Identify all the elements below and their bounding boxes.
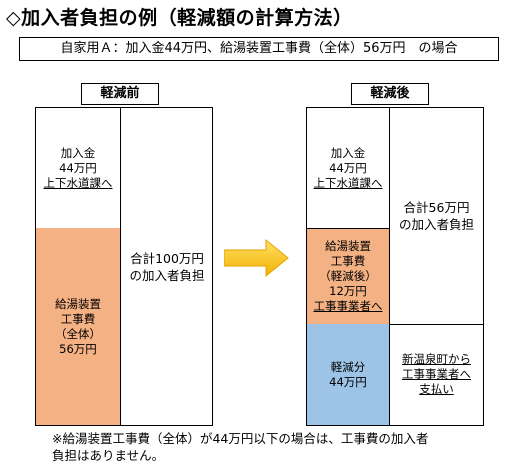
after-reduction-amount: 44万円 xyxy=(329,374,367,389)
after-equipment-cell: 給湯装置 工事費 （軽減後） 12万円 工事事業者へ xyxy=(307,228,390,325)
before-fee-cell: 加入金 44万円 上下水道課へ xyxy=(36,108,121,229)
before-total-amount: 合計100万円 xyxy=(130,250,204,266)
after-total-caption: の加入者負担 xyxy=(398,217,474,232)
before-equipment-line-2: 工事費 xyxy=(60,311,96,326)
after-equipment-line-1: 給湯装置 xyxy=(325,239,371,253)
page-title: ◇加入者負担の例（軽減額の計算方法） xyxy=(6,7,353,29)
after-equipment-destination: 工事事業者へ xyxy=(313,299,383,313)
after-fee-amount: 44万円 xyxy=(329,160,367,175)
before-label: 軽減前 xyxy=(81,83,159,105)
after-reduction-cell: 軽減分 44万円 xyxy=(307,324,390,425)
before-fee-destination: 上下水道課へ xyxy=(43,175,113,190)
after-equipment-line-2: 工事費 xyxy=(330,254,366,268)
before-equipment-line-4: 56万円 xyxy=(59,341,97,356)
footnote-line-2: 負担はありません。 xyxy=(52,448,165,463)
before-diagram: 加入金 44万円 上下水道課へ 給湯装置 工事費 （全体） 56万円 合計100… xyxy=(35,107,213,426)
before-total-cell: 合計100万円 の加入者負担 xyxy=(121,108,213,425)
after-fee-cell: 加入金 44万円 上下水道課へ xyxy=(307,108,390,229)
after-total-amount: 合計56万円 xyxy=(403,200,470,215)
after-payment-line-2: 工事事業者へ xyxy=(402,367,471,381)
after-reduction-label: 軽減分 xyxy=(330,359,366,374)
before-total-caption: の加入者負担 xyxy=(129,267,205,283)
footnote: ※給湯装置工事費（全体）が44万円以下の場合は、工事費の加入者 負担はありません… xyxy=(52,430,507,464)
before-equipment-cell: 給湯装置 工事費 （全体） 56万円 xyxy=(36,228,121,425)
after-equipment-line-4: 12万円 xyxy=(329,284,367,298)
after-fee-destination: 上下水道課へ xyxy=(313,175,383,190)
after-equipment-line-3: （軽減後） xyxy=(319,269,377,283)
arrow-right-icon xyxy=(224,238,289,278)
before-equipment-line-3: （全体） xyxy=(55,326,101,341)
case-description: 自家用Ａ：加入金44万円、給湯装置工事費（全体）56万円 の場合 xyxy=(19,37,499,61)
after-payment-line-3: 支払い xyxy=(419,382,454,396)
footnote-line-1: ※給湯装置工事費（全体）が44万円以下の場合は、工事費の加入者 xyxy=(52,431,429,446)
after-diagram: 加入金 44万円 上下水道課へ 給湯装置 工事費 （軽減後） 12万円 工事事業… xyxy=(306,107,484,426)
after-payment-cell: 新温泉町から 工事事業者へ 支払い xyxy=(389,324,484,425)
after-label: 軽減後 xyxy=(351,83,429,105)
after-total-cell: 合計56万円 の加入者負担 xyxy=(389,108,484,325)
before-fee-amount: 44万円 xyxy=(59,160,97,175)
before-fee-label: 加入金 xyxy=(60,145,96,160)
before-equipment-line-1: 給湯装置 xyxy=(55,296,101,311)
after-payment-line-1: 新温泉町から xyxy=(402,352,471,366)
after-fee-label: 加入金 xyxy=(330,145,366,160)
